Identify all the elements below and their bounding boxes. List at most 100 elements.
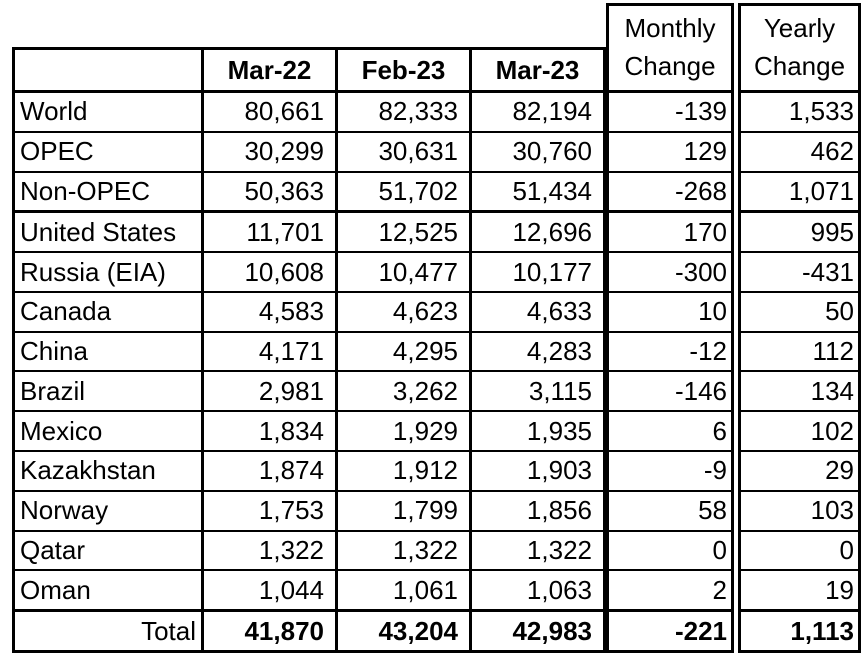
mar22-value: 50,363 — [204, 172, 338, 211]
yearly-change-value: 1,533 — [741, 93, 858, 133]
monthly-change-value: 10 — [609, 293, 731, 333]
row-label: World — [15, 93, 204, 131]
total-row: Total 41,870 43,204 42,983 — [15, 612, 603, 650]
mar22-value: 1,834 — [204, 412, 338, 451]
table-row: Russia (EIA) 10,608 10,477 10,177 — [15, 253, 603, 293]
feb23-value: 1,322 — [338, 531, 472, 570]
corner-cell — [15, 50, 204, 90]
monthly-change-value: -139 — [609, 93, 731, 133]
yearly-change-value: 112 — [741, 333, 858, 373]
feb23-value: 1,061 — [338, 571, 472, 610]
feb23-value: 1,799 — [338, 491, 472, 530]
row-label: Brazil — [15, 372, 204, 411]
monthly-change-value: -12 — [609, 333, 731, 373]
monthly-change-column: Monthly Change -139 129 -268 170 -300 10 -12 -1… — [606, 3, 734, 653]
mar23-value: 4,633 — [526, 296, 592, 327]
monthly-change-value: 0 — [609, 532, 731, 572]
feb23-value: 82,333 — [338, 93, 472, 131]
mar23-value: 10,177 — [512, 256, 592, 287]
table-row: Qatar 1,322 1,322 1,322 — [15, 531, 603, 572]
table-row: World 80,661 82,333 82,194 — [15, 93, 603, 133]
feb23-value: 12,525 — [338, 213, 472, 252]
row-label: China — [15, 332, 204, 371]
yearly-change-value: 19 — [741, 571, 858, 613]
mar22-value: 1,753 — [204, 491, 338, 530]
feb23-value: 30,631 — [338, 132, 472, 171]
mar22-value: 4,583 — [204, 292, 338, 331]
feb23-value: 4,623 — [338, 292, 472, 331]
mar22-value: 4,171 — [204, 332, 338, 371]
yearly-change-value: 0 — [741, 532, 858, 572]
table-row: OPEC 30,299 30,631 30,760 — [15, 132, 603, 173]
main-table-body: World 80,661 82,333 82,194 OPEC 30,299 30,631 3… — [15, 93, 603, 650]
table-row: Canada 4,583 4,623 4,633 — [15, 292, 603, 333]
monthly-change-value: 170 — [609, 213, 731, 254]
mar22-value: 11,701 — [204, 213, 338, 252]
yearly-change-value: 1,113 — [790, 615, 854, 646]
mar23-value: 42,983 — [512, 615, 592, 646]
mar23-value: 4,283 — [526, 336, 592, 367]
row-label: Norway — [15, 491, 204, 530]
row-label: Non-OPEC — [15, 172, 204, 211]
feb23-value: 4,295 — [338, 332, 472, 371]
monthly-change-body: -139 129 -268 170 -300 10 -12 -146 6 -9 58 0 2 -221 — [609, 93, 731, 650]
row-label: OPEC — [15, 132, 204, 171]
row-label: Total — [15, 612, 204, 650]
mar22-value: 1,322 — [204, 531, 338, 570]
yearly-change-value: 995 — [741, 213, 858, 254]
monthly-change-value: 2 — [609, 571, 731, 613]
mar22-value: 2,981 — [204, 372, 338, 411]
feb23-value: 3,262 — [338, 372, 472, 411]
yearly-change-value: 50 — [741, 293, 858, 333]
table-row: Kazakhstan 1,874 1,912 1,903 — [15, 452, 603, 492]
feb23-value: 51,702 — [338, 172, 472, 211]
mar22-value: 30,299 — [204, 132, 338, 171]
mar23-value: 12,696 — [512, 216, 592, 247]
mar23-value: 3,115 — [528, 375, 592, 406]
yearly-change-value: -431 — [741, 253, 858, 293]
feb23-value: 1,912 — [338, 452, 472, 490]
yearly-change-header-line1: Yearly — [763, 13, 836, 44]
column-header-mar22: Mar-22 — [204, 50, 338, 90]
yearly-change-value: 462 — [741, 133, 858, 173]
row-label: Qatar — [15, 531, 204, 570]
monthly-change-value: 6 — [609, 412, 731, 453]
yearly-change-value: 1,071 — [741, 173, 858, 214]
monthly-change-value: -221 — [674, 615, 727, 646]
mar22-value: 1,044 — [204, 571, 338, 610]
monthly-change-header-line1: Monthly — [624, 13, 716, 44]
mar22-value: 1,874 — [204, 452, 338, 490]
yearly-change-body: 1,533 462 1,071 995 -431 50 112 134 102 29 103 0 19 1… — [741, 93, 858, 650]
row-label: Mexico — [15, 412, 204, 451]
row-label: Oman — [15, 571, 204, 610]
mar23-value: 1,856 — [526, 495, 592, 526]
mar23-value: 1,063 — [526, 574, 592, 605]
monthly-change-header: Monthly Change — [609, 6, 731, 93]
yearly-change-value: 102 — [741, 412, 858, 453]
feb23-value: 1,929 — [338, 412, 472, 451]
table-row: Mexico 1,834 1,929 1,935 — [15, 412, 603, 453]
mar23-value: 51,434 — [512, 175, 592, 206]
row-label: Canada — [15, 292, 204, 331]
yearly-change-value: 103 — [741, 492, 858, 532]
mar23-value: 30,760 — [512, 136, 592, 167]
mar23-value: 1,935 — [526, 415, 592, 446]
mar23-value: 1,322 — [526, 534, 592, 565]
monthly-change-value: -146 — [609, 372, 731, 413]
table-row: Brazil 2,981 3,262 3,115 — [15, 372, 603, 413]
table-row: Oman 1,044 1,061 1,063 — [15, 571, 603, 613]
row-label: Russia (EIA) — [15, 253, 204, 291]
mar23-value: 82,194 — [512, 96, 592, 127]
monthly-change-value: 129 — [609, 133, 731, 173]
yearly-change-value: 29 — [741, 452, 858, 492]
feb23-value: 10,477 — [338, 253, 472, 291]
yearly-change-header: Yearly Change — [741, 6, 858, 93]
main-table-header: Mar-22 Feb-23 Mar-23 — [15, 50, 603, 93]
mar22-value: 80,661 — [204, 93, 338, 131]
yearly-change-value: 134 — [741, 372, 858, 413]
table-row: China 4,171 4,295 4,283 — [15, 332, 603, 373]
yearly-change-column: Yearly Change 1,533 462 1,071 995 -431 50 112 1… — [738, 3, 861, 653]
table-row: Norway 1,753 1,799 1,856 — [15, 491, 603, 532]
mar22-value: 41,870 — [204, 612, 338, 650]
